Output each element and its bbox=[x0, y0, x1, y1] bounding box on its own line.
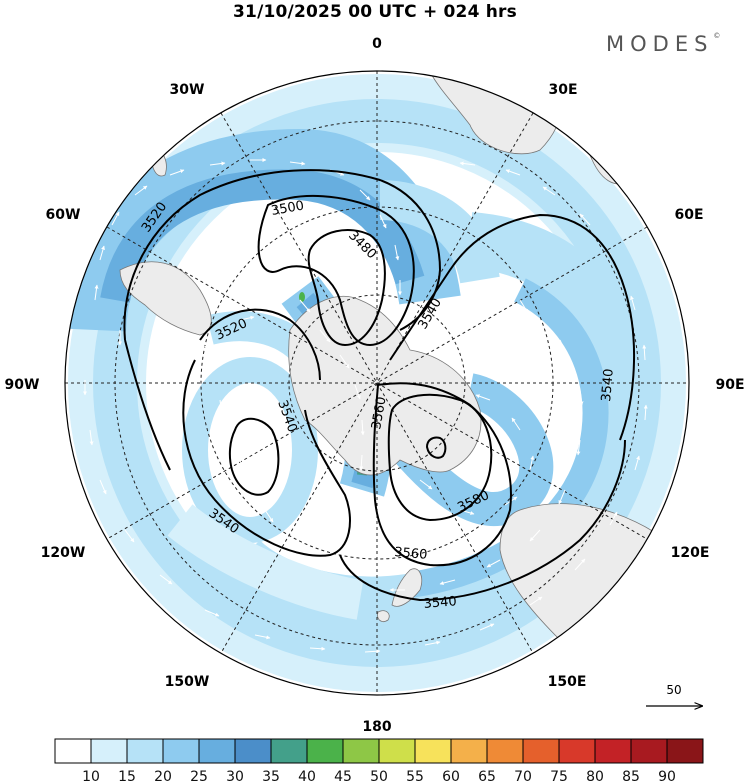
colorbar-swatch bbox=[90, 738, 128, 764]
lon-label-90w: 90W bbox=[5, 377, 40, 393]
colorbar-swatch bbox=[234, 738, 272, 764]
lon-label-150e: 150E bbox=[548, 674, 587, 690]
colorbar-swatch bbox=[198, 738, 236, 764]
lon-label-60e: 60E bbox=[674, 207, 703, 223]
colorbar-label: 15 bbox=[118, 769, 136, 782]
colorbar-swatch bbox=[666, 738, 704, 764]
colorbar-swatch bbox=[378, 738, 416, 764]
colorbar-label: 65 bbox=[478, 769, 496, 782]
colorbar-label: 75 bbox=[550, 769, 568, 782]
contour-3540-south bbox=[339, 439, 626, 602]
colorbar-swatch bbox=[162, 738, 200, 764]
colorbar-swatch bbox=[306, 738, 344, 764]
jet-arc-northeast bbox=[379, 180, 500, 285]
antarctica-land bbox=[288, 296, 482, 476]
colorbar-label: 85 bbox=[622, 769, 640, 782]
new-zealand-land bbox=[377, 610, 390, 622]
contours bbox=[123, 169, 636, 602]
colorbar-swatch bbox=[270, 738, 308, 764]
contour-3540-northeast bbox=[389, 213, 636, 441]
colorbar-label: 40 bbox=[298, 769, 316, 782]
contour-label: 3540 bbox=[423, 594, 457, 612]
colorbar-swatch bbox=[450, 738, 488, 764]
lon-label-60w: 60W bbox=[46, 207, 81, 223]
jet-arc-north-core bbox=[100, 169, 425, 304]
contour-3580 bbox=[387, 393, 493, 522]
contour-3540-west bbox=[182, 359, 351, 557]
colorbar-swatch bbox=[414, 738, 452, 764]
colorbar-label: 80 bbox=[586, 769, 604, 782]
contour-3520-west bbox=[199, 308, 321, 381]
colorbar-label: 45 bbox=[334, 769, 352, 782]
lon-label-180: 180 bbox=[362, 719, 391, 735]
colorbar-label: 10 bbox=[82, 769, 100, 782]
contour-label: 3500 bbox=[270, 198, 305, 219]
jet-patch-southwest bbox=[167, 504, 364, 620]
colorbar-swatch bbox=[342, 738, 380, 764]
contour-3540-outer-west bbox=[124, 339, 171, 471]
colorbar-label: 90 bbox=[658, 769, 676, 782]
contour-3480 bbox=[307, 229, 386, 347]
lon-label-0: 0 bbox=[372, 36, 382, 52]
contour-label: 3560 bbox=[394, 545, 428, 563]
lon-label-150w: 150W bbox=[165, 674, 210, 690]
colorbar-label: 70 bbox=[514, 769, 532, 782]
map-border bbox=[64, 70, 690, 696]
island-land bbox=[453, 691, 462, 695]
colorbar-label: 60 bbox=[442, 769, 460, 782]
colorbar-swatch bbox=[558, 738, 596, 764]
colorbar-label: 25 bbox=[190, 769, 208, 782]
brand-logo: MODES© bbox=[606, 32, 721, 56]
colorbar-swatch bbox=[522, 738, 560, 764]
contour-label: 3540 bbox=[599, 368, 617, 402]
lon-label-120e: 120E bbox=[671, 545, 710, 561]
lon-label-120w: 120W bbox=[41, 545, 86, 561]
contour-low-west bbox=[228, 417, 280, 496]
australia-land bbox=[499, 503, 689, 691]
contour-3520-north bbox=[123, 169, 442, 341]
lon-label-30w: 30W bbox=[170, 82, 205, 98]
colorbar-swatch bbox=[126, 738, 164, 764]
reference-vector-label: 50 bbox=[666, 683, 681, 697]
contour-label: 3560 bbox=[369, 395, 390, 430]
colorbar-swatch bbox=[486, 738, 524, 764]
colorbar-label: 55 bbox=[406, 769, 424, 782]
colorbar-swatch bbox=[630, 738, 668, 764]
wind-vectors bbox=[83, 158, 648, 654]
jet-arc-east-core bbox=[408, 278, 609, 598]
south-america-land bbox=[119, 261, 212, 336]
longitude-labels: 0 30E 60E 90E 120E 150E 180 150W 120W 90… bbox=[5, 36, 745, 735]
contour-high-center bbox=[425, 436, 447, 459]
colorbar-label: 30 bbox=[226, 769, 244, 782]
lon-label-30e: 30E bbox=[548, 82, 577, 98]
contour-3500 bbox=[257, 195, 415, 347]
colorbar-label: 35 bbox=[262, 769, 280, 782]
colorbar: 10 15 20 25 30 35 40 45 50 55 60 65 70 75 80 85 90 bbox=[54, 738, 704, 782]
chart-title: 31/10/2025 00 UTC + 024 hrs bbox=[233, 2, 517, 22]
reference-vector: 50 bbox=[646, 683, 702, 706]
colorbar-label: 50 bbox=[370, 769, 388, 782]
colorbar-label: 20 bbox=[154, 769, 172, 782]
jet-patch-west bbox=[182, 357, 318, 543]
colorbar-swatch bbox=[54, 738, 92, 764]
colorbar-swatch bbox=[594, 738, 632, 764]
lon-label-90e: 90E bbox=[715, 377, 744, 393]
jet-max-speck bbox=[299, 292, 305, 302]
